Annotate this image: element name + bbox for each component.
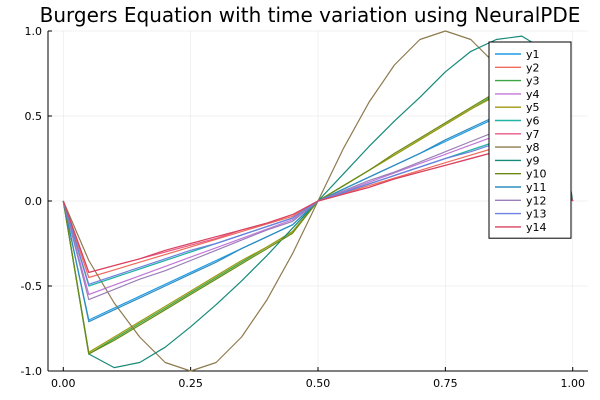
legend-label: y4 — [526, 88, 540, 101]
legend-label: y5 — [526, 101, 540, 114]
series-layer — [62, 30, 574, 372]
x-tick-label: 0.50 — [306, 377, 331, 390]
series-line-y14 — [62, 142, 574, 273]
y-tick-label: 0.5 — [25, 110, 43, 123]
x-tick-label: 0.25 — [178, 377, 203, 390]
legend-label: y2 — [526, 61, 540, 74]
y-tick-label: -0.5 — [21, 280, 42, 293]
legend-label: y1 — [526, 48, 540, 61]
legend-label: y13 — [526, 208, 547, 221]
legend-label: y8 — [526, 141, 540, 154]
legend-label: y9 — [526, 154, 540, 167]
legend-label: y12 — [526, 194, 547, 207]
legend-label: y14 — [526, 221, 547, 234]
legend-label: y3 — [526, 75, 540, 88]
legend-label: y7 — [526, 128, 540, 141]
legend-label: y6 — [526, 115, 540, 128]
y-tick-label: 1.0 — [25, 25, 43, 38]
legend-label: y10 — [526, 168, 547, 181]
x-tick-label: 0.75 — [433, 377, 458, 390]
x-tick-label: 1.00 — [560, 377, 585, 390]
y-tick-label: 0.0 — [25, 195, 43, 208]
legend-box — [488, 41, 572, 239]
x-tick-label: 0.00 — [51, 377, 76, 390]
chart-title: Burgers Equation with time variation usi… — [40, 3, 581, 27]
y-tick-label: -1.0 — [21, 365, 42, 378]
axes-layer: 0.00 0.25 0.50 0.75 1.00 -1.0 -0.5 0.0 0.5 1.0 — [21, 25, 588, 390]
legend-label: y11 — [526, 181, 547, 194]
